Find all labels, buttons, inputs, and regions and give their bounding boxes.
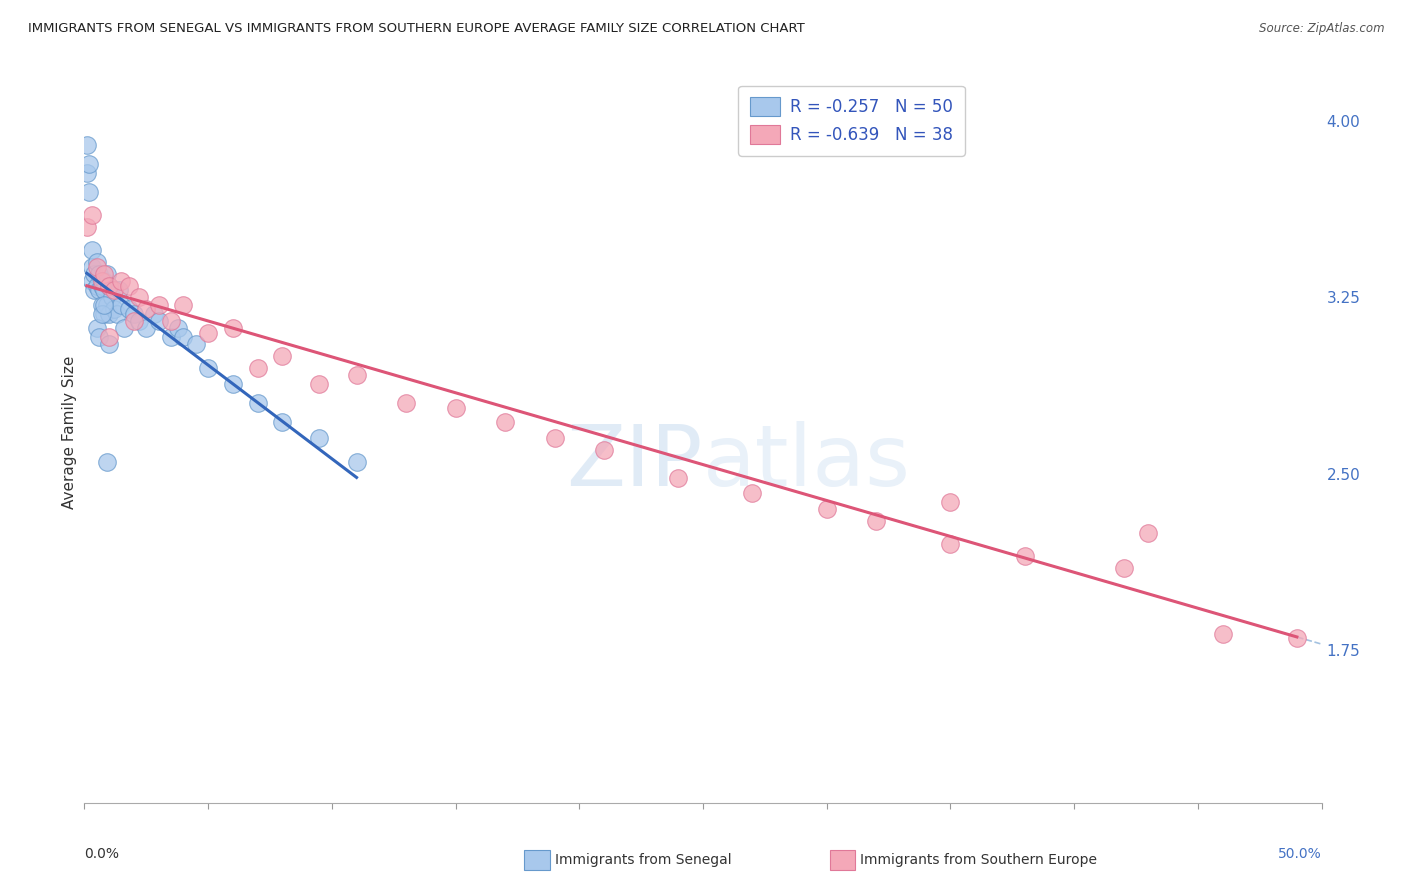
- Point: [246, 361, 269, 376]
- Point: [395, 396, 418, 410]
- Point: [93, 307, 115, 321]
- Text: Immigrants from Senegal: Immigrants from Senegal: [555, 853, 733, 867]
- Point: [86, 255, 108, 269]
- Point: [865, 514, 887, 528]
- Point: [89, 284, 111, 298]
- Point: [96, 455, 118, 469]
- Point: [76, 166, 98, 180]
- Text: 0.0%: 0.0%: [84, 847, 120, 861]
- Point: [96, 267, 118, 281]
- Point: [135, 302, 157, 317]
- Point: [96, 297, 118, 311]
- Text: Immigrants from Southern Europe: Immigrants from Southern Europe: [860, 853, 1098, 867]
- Point: [108, 284, 131, 298]
- Point: [197, 361, 219, 376]
- Point: [1014, 549, 1036, 563]
- Point: [172, 330, 194, 344]
- Point: [308, 377, 330, 392]
- Text: ZIP: ZIP: [567, 421, 703, 504]
- Point: [142, 307, 165, 321]
- Point: [128, 314, 150, 328]
- Point: [346, 368, 368, 382]
- Point: [79, 185, 101, 199]
- Point: [160, 314, 183, 328]
- Point: [122, 307, 145, 321]
- Point: [741, 485, 763, 500]
- Point: [308, 432, 330, 446]
- Point: [89, 330, 111, 344]
- Point: [90, 274, 112, 288]
- Point: [90, 297, 112, 311]
- Point: [98, 330, 121, 344]
- Point: [76, 137, 98, 152]
- Point: [86, 278, 108, 293]
- Point: [79, 156, 101, 170]
- Point: [118, 302, 141, 317]
- Point: [184, 337, 207, 351]
- Point: [93, 267, 115, 281]
- Point: [86, 321, 108, 335]
- Point: [89, 267, 111, 281]
- Point: [90, 307, 112, 321]
- Text: 50.0%: 50.0%: [1278, 847, 1322, 861]
- Point: [93, 297, 115, 311]
- Point: [98, 278, 121, 293]
- Point: [118, 278, 141, 293]
- Point: [148, 314, 170, 328]
- Point: [90, 278, 112, 293]
- Point: [222, 321, 245, 335]
- Point: [197, 326, 219, 340]
- Point: [98, 307, 121, 321]
- Point: [666, 471, 689, 485]
- Point: [83, 284, 105, 298]
- Point: [1285, 632, 1308, 646]
- Point: [83, 267, 105, 281]
- Point: [1112, 561, 1135, 575]
- Point: [76, 219, 98, 234]
- Point: [110, 274, 132, 288]
- Point: [93, 284, 115, 298]
- Point: [98, 337, 121, 351]
- Text: atlas: atlas: [703, 421, 911, 504]
- Point: [222, 377, 245, 392]
- Point: [103, 284, 125, 298]
- Point: [80, 260, 103, 274]
- Point: [167, 321, 190, 335]
- Point: [128, 290, 150, 304]
- Point: [1212, 626, 1234, 640]
- Text: Source: ZipAtlas.com: Source: ZipAtlas.com: [1260, 22, 1385, 36]
- Point: [543, 432, 565, 446]
- Point: [103, 302, 125, 317]
- Point: [939, 537, 962, 551]
- Point: [110, 297, 132, 311]
- Point: [100, 290, 122, 304]
- Text: IMMIGRANTS FROM SENEGAL VS IMMIGRANTS FROM SOUTHERN EUROPE AVERAGE FAMILY SIZE C: IMMIGRANTS FROM SENEGAL VS IMMIGRANTS FR…: [28, 22, 804, 36]
- Point: [80, 208, 103, 222]
- Point: [86, 260, 108, 274]
- Point: [80, 274, 103, 288]
- Point: [346, 455, 368, 469]
- Point: [246, 396, 269, 410]
- Point: [1137, 525, 1160, 540]
- Point: [122, 314, 145, 328]
- Point: [815, 502, 838, 516]
- Legend: R = -0.257   N = 50, R = -0.639   N = 38: R = -0.257 N = 50, R = -0.639 N = 38: [738, 86, 965, 156]
- Point: [112, 321, 135, 335]
- Point: [148, 297, 170, 311]
- Point: [271, 415, 294, 429]
- Point: [939, 495, 962, 509]
- Y-axis label: Average Family Size: Average Family Size: [62, 356, 77, 509]
- Point: [98, 278, 121, 293]
- Point: [80, 244, 103, 258]
- Point: [494, 415, 516, 429]
- Point: [444, 401, 467, 415]
- Point: [593, 443, 616, 458]
- Point: [160, 330, 183, 344]
- Point: [271, 349, 294, 363]
- Point: [93, 274, 115, 288]
- Point: [105, 307, 128, 321]
- Point: [135, 321, 157, 335]
- Point: [172, 297, 194, 311]
